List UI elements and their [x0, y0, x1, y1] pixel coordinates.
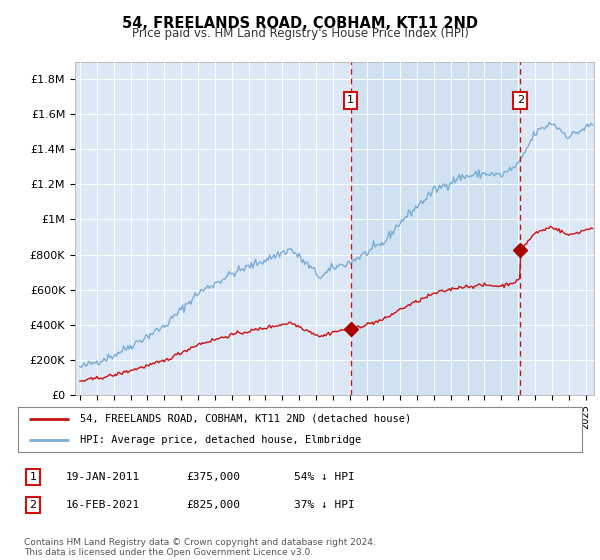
- Text: £375,000: £375,000: [186, 472, 240, 482]
- Bar: [350, 62, 520, 395]
- Text: 54, FREELANDS ROAD, COBHAM, KT11 2ND (detached house): 54, FREELANDS ROAD, COBHAM, KT11 2ND (de…: [80, 414, 411, 424]
- Text: 16-FEB-2021: 16-FEB-2021: [66, 500, 140, 510]
- Text: 2: 2: [517, 95, 524, 105]
- Text: 54% ↓ HPI: 54% ↓ HPI: [294, 472, 355, 482]
- Text: 19-JAN-2011: 19-JAN-2011: [66, 472, 140, 482]
- Text: 37% ↓ HPI: 37% ↓ HPI: [294, 500, 355, 510]
- Text: Price paid vs. HM Land Registry's House Price Index (HPI): Price paid vs. HM Land Registry's House …: [131, 27, 469, 40]
- Text: 1: 1: [29, 472, 37, 482]
- Text: HPI: Average price, detached house, Elmbridge: HPI: Average price, detached house, Elmb…: [80, 435, 361, 445]
- Text: Contains HM Land Registry data © Crown copyright and database right 2024.
This d: Contains HM Land Registry data © Crown c…: [24, 538, 376, 557]
- Text: 54, FREELANDS ROAD, COBHAM, KT11 2ND: 54, FREELANDS ROAD, COBHAM, KT11 2ND: [122, 16, 478, 31]
- Text: £825,000: £825,000: [186, 500, 240, 510]
- Text: 1: 1: [347, 95, 354, 105]
- Text: 2: 2: [29, 500, 37, 510]
